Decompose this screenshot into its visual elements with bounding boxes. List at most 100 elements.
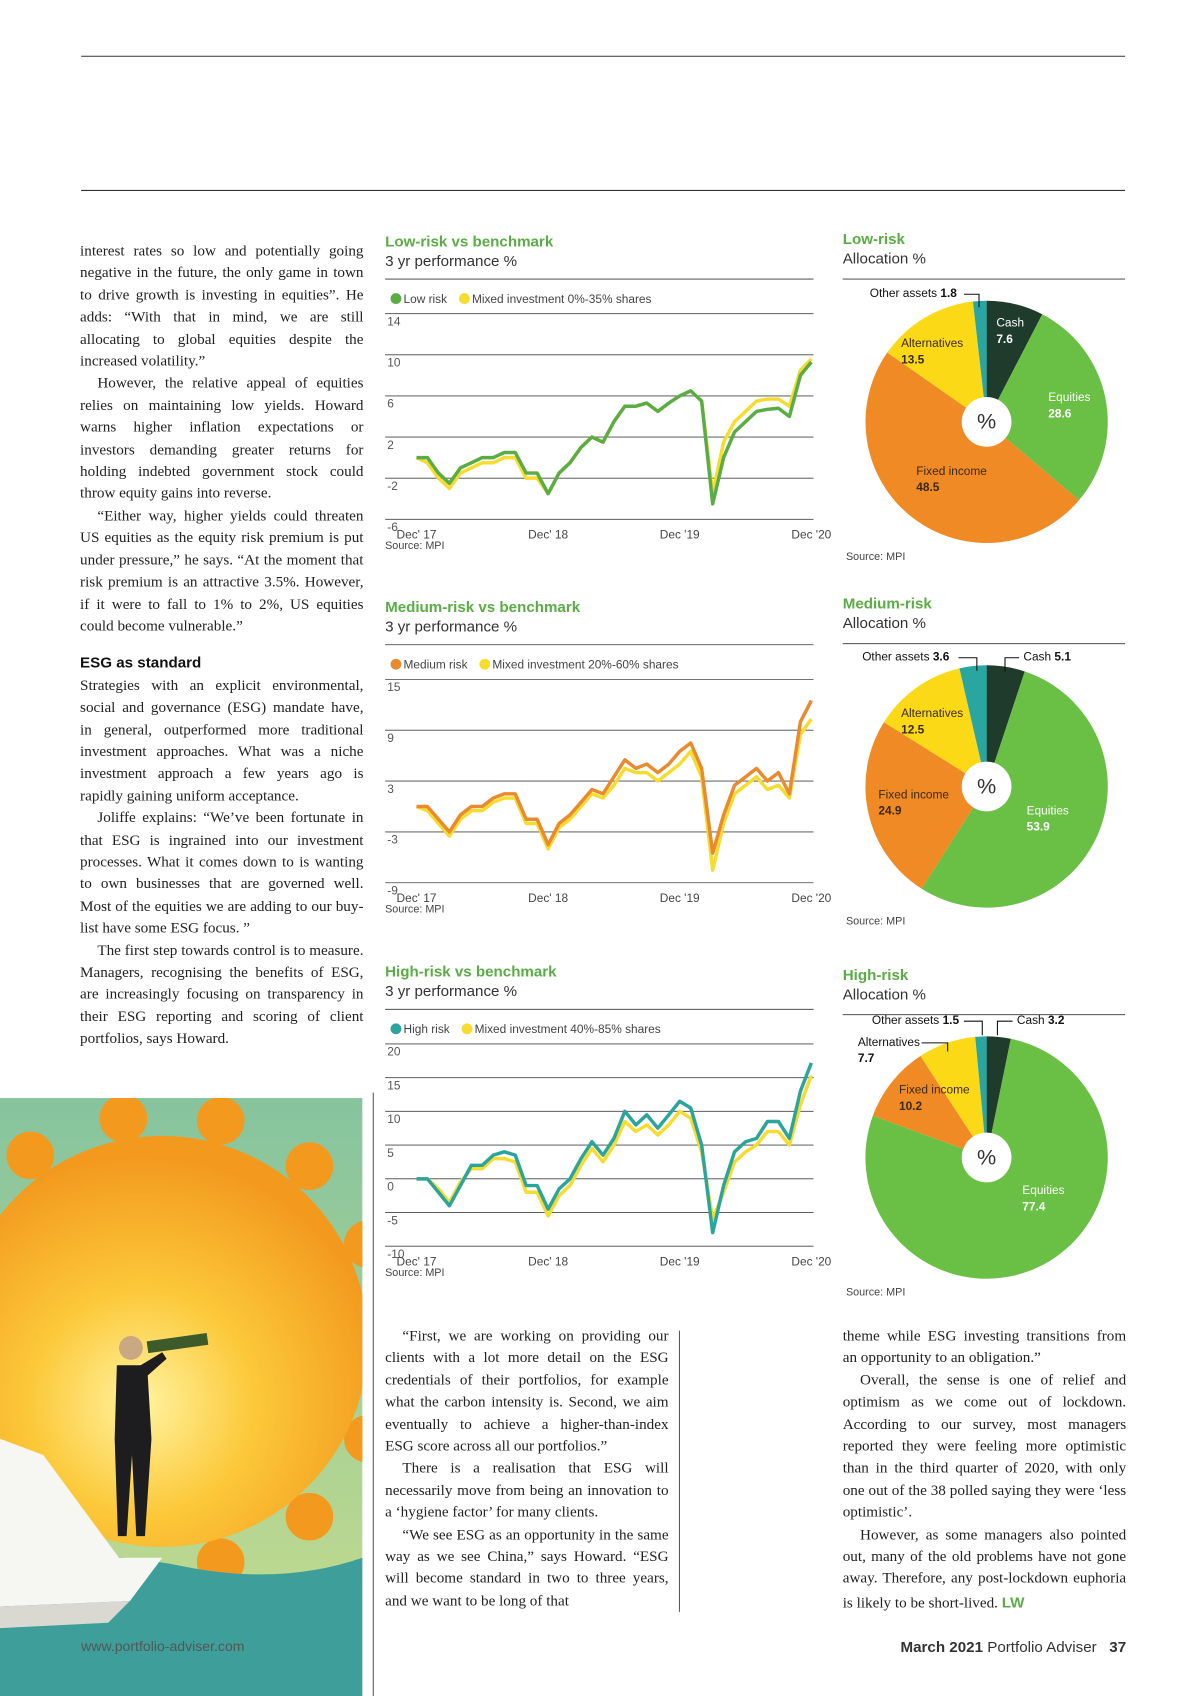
pie-label-value: 24.9 [878, 803, 902, 817]
chart-subtitle: 3 yr performance % [385, 618, 517, 635]
pie-label: Cash 5.1 [1023, 650, 1071, 664]
article-column: theme while ESG investing transitions fr… [843, 1326, 1126, 1615]
pie-slice [972, 300, 987, 422]
pie-center-label: % [977, 773, 996, 798]
pie-slice [986, 665, 1025, 787]
pie-label-value: 28.6 [1048, 406, 1072, 420]
legend-label: High risk [404, 1022, 450, 1036]
y-tick-label: 20 [387, 1045, 401, 1059]
pie-label-value: 3.2 [1048, 1013, 1065, 1027]
data-line [416, 699, 813, 855]
paragraph: Strategies with an explicit environmenta… [80, 677, 364, 805]
leader-line [963, 293, 980, 308]
y-tick-label: 9 [387, 731, 394, 745]
legend-label: Low risk [404, 292, 448, 306]
pie-slice [986, 314, 1108, 501]
legend-swatch [390, 293, 402, 304]
legend-label: Mixed investment 0%-35% shares [472, 292, 652, 306]
paragraph: “First, we are working on providing our … [385, 1328, 669, 1456]
legend-label: Medium risk [404, 657, 468, 671]
data-line [416, 360, 813, 506]
chart-subtitle: Allocation % [843, 615, 926, 632]
pie-label-name: Equities [1027, 803, 1069, 817]
chart-source: Source: MPI [385, 1267, 444, 1279]
y-tick-label: 6 [387, 397, 394, 411]
leader-line [958, 657, 978, 671]
pie-label: Other assets 1.8 [870, 286, 958, 300]
leader-line [963, 1020, 983, 1036]
pie-center [961, 761, 1012, 812]
y-tick-label: 3 [387, 782, 394, 796]
magazine-name: Portfolio Adviser [987, 1637, 1097, 1656]
pie-label-name: Cash [1023, 650, 1051, 664]
y-tick-label: 15 [387, 1078, 401, 1092]
legend-label: Mixed investment 40%-85% shares [475, 1022, 661, 1036]
chart-subtitle: 3 yr performance % [385, 983, 517, 1000]
paragraph: However, as some managers also pointed o… [843, 1525, 1126, 1615]
man-arm [140, 1352, 167, 1377]
data-line [415, 357, 813, 496]
x-tick-label: Dec '20 [791, 891, 831, 905]
pie-label: Other assets 1.5 [872, 1013, 960, 1027]
y-tick-label: -10 [387, 1247, 405, 1261]
pie-slice [975, 1036, 987, 1158]
pie-label-value: 48.5 [916, 480, 940, 494]
chart-source: Source: MPI [846, 1287, 905, 1299]
legend-swatch [390, 1023, 402, 1035]
pie-label-name: Fixed income [899, 1083, 970, 1097]
y-tick-label: 10 [387, 1112, 401, 1126]
chart-title: High-risk vs benchmark [385, 964, 557, 981]
paragraph: Overall, the sense is one of relief and … [842, 1372, 1127, 1522]
y-tick-label: -6 [387, 520, 398, 534]
pie-label-value: 13.5 [901, 352, 925, 366]
paragraph: Joliffe explains: “We’ve been fortunate … [80, 810, 364, 938]
chart-source: Source: MPI [846, 551, 905, 563]
article-column: “First, we are working on providing our … [385, 1326, 668, 1613]
paragraph: The first step towards control is to mea… [80, 942, 364, 1048]
pie-slice [883, 668, 987, 787]
pie-label-value: 3.6 [933, 650, 950, 664]
paragraph: interest rates so low and potentially go… [80, 243, 364, 371]
pie-label: Other assets 3.6 [862, 650, 950, 664]
paragraph: However, the relative appeal of equities… [80, 375, 364, 503]
page-number: 37 [1109, 1637, 1127, 1656]
y-tick-label: 15 [387, 680, 401, 694]
illustration [0, 1098, 363, 1696]
pie-label-name: Cash [996, 316, 1024, 330]
pie-label-name: Fixed income [916, 464, 987, 478]
x-tick-label: Dec' 17 [397, 528, 437, 542]
legend-swatch [390, 658, 402, 670]
pie-slice [959, 665, 987, 787]
pie-label-name: Fixed income [878, 787, 949, 801]
legend-swatch [461, 1023, 473, 1035]
issue-date: March 2021 [900, 1637, 984, 1656]
pie-slice [872, 1056, 987, 1158]
chart-source: Source: MPI [385, 904, 444, 916]
data-line [416, 1062, 813, 1235]
pie-slice [986, 1036, 1011, 1158]
paper-boat-shade [0, 1601, 130, 1629]
pie-label-value: 7.6 [996, 332, 1013, 346]
chart-title: Low-risk vs benchmark [385, 233, 554, 250]
chart-subtitle: Allocation % [843, 251, 926, 268]
y-tick-label: -9 [387, 884, 398, 898]
pie-label-value: 53.9 [1027, 820, 1051, 834]
y-tick-label: 10 [387, 356, 401, 370]
legend-label: Mixed investment 20%-60% shares [492, 657, 678, 671]
y-tick-label: -2 [387, 479, 398, 493]
telescope [146, 1332, 209, 1354]
x-tick-label: Dec '20 [791, 528, 831, 542]
article-column: interest rates so low and potentially go… [80, 241, 363, 1051]
legend-swatch [479, 658, 491, 670]
pie-slice [986, 300, 1043, 422]
footer-issue: March 2021 Portfolio Adviser 37 [900, 1638, 1126, 1655]
chart-source: Source: MPI [385, 540, 444, 552]
pie-label-name: Alternatives [901, 336, 963, 350]
paragraph: There is a realisation that ESG will nec… [385, 1460, 669, 1522]
y-tick-label: -3 [387, 833, 398, 847]
paragraph: “Either way, higher yields could threate… [80, 508, 364, 635]
chart-title: Low-risk [843, 231, 906, 248]
pie-slice [865, 722, 987, 889]
pie-label-name: Other assets [862, 650, 929, 664]
